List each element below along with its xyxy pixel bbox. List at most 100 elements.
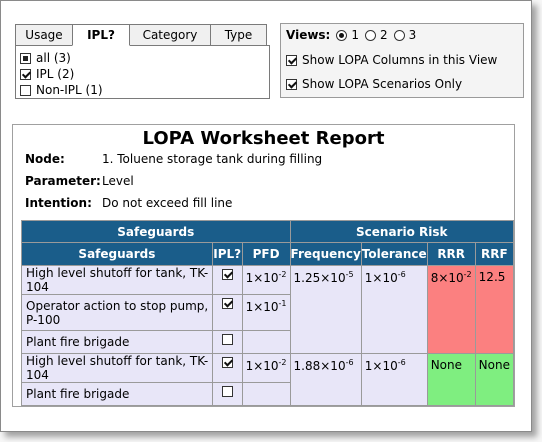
intention-value: Do not exceed fill line	[102, 196, 233, 210]
tolerance-mantissa: 1×10	[364, 359, 398, 373]
frequency-cell: 1.25×10-5	[289, 265, 362, 354]
view-1-radio[interactable]	[336, 29, 348, 41]
filter-option-ipl[interactable]: IPL (2)	[20, 66, 74, 82]
safeguard-name: Plant fire brigade	[21, 330, 213, 354]
tab-type[interactable]: Type	[210, 24, 267, 46]
pfd-cell	[241, 330, 291, 354]
tolerance-exponent: -6	[397, 358, 406, 367]
table-row: High level shutoff for tank, TK-104 1×10…	[21, 265, 515, 354]
safeguard-name: High level shutoff for tank, TK-104	[21, 265, 213, 295]
pfd-cell	[241, 382, 291, 406]
all-checkbox[interactable]	[20, 52, 31, 64]
filter-tabs: Usage IPL? Category Type	[15, 24, 267, 46]
node-label: Node:	[25, 152, 65, 166]
show-scenarios-label: Show LOPA Scenarios Only	[302, 77, 463, 91]
intention-row: Intention: Do not exceed fill line	[25, 196, 232, 210]
tolerance-cell: 1×10-6	[360, 265, 428, 354]
col-header-rrf: RRF	[474, 242, 515, 266]
rrf-cell: 12.5	[474, 265, 515, 354]
ipl-checkbox	[221, 334, 233, 345]
col-header-tolerance: Tolerance	[360, 242, 428, 266]
safeguards-group-header: Safeguards	[21, 220, 291, 243]
ipl-checkbox	[221, 298, 233, 309]
node-value: 1. Toluene storage tank during filling	[102, 152, 323, 166]
view-3-radio[interactable]	[393, 29, 405, 41]
tab-usage[interactable]: Usage	[15, 24, 73, 46]
frequency-mantissa: 1.25×10	[293, 271, 346, 285]
pfd-mantissa: 1×10	[245, 359, 279, 373]
scenario-risk-group-header: Scenario Risk	[289, 220, 515, 243]
view-2-radio[interactable]	[365, 29, 376, 41]
frequency-mantissa: 1.88×10	[293, 359, 346, 373]
show-columns-checkbox[interactable]	[286, 54, 297, 66]
safeguard-name: High level shutoff for tank, TK-104	[21, 353, 213, 383]
node-row: Node: 1. Toluene storage tank during fil…	[25, 152, 322, 166]
pfd-cell: 1×10-1	[241, 294, 291, 331]
pfd-mantissa: 1×10	[245, 300, 279, 314]
col-header-rrr: RRR	[426, 242, 476, 266]
report-title: LOPA Worksheet Report	[142, 128, 385, 149]
non-ipl-checkbox[interactable]	[20, 84, 31, 96]
intention-label: Intention:	[25, 196, 92, 210]
view-3-label: 3	[408, 28, 417, 42]
pfd-exponent: -2	[278, 358, 287, 367]
filter-option-label: all (3)	[36, 51, 71, 65]
ipl-cell	[211, 330, 243, 354]
parameter-row: Parameter: Level	[25, 174, 134, 188]
tolerance-mantissa: 1×10	[364, 271, 398, 285]
safeguard-name: Plant fire brigade	[21, 382, 213, 406]
ipl-cell	[211, 382, 243, 406]
filter-option-all[interactable]: all (3)	[20, 50, 71, 66]
lopa-window: Usage IPL? Category Type all (3) IPL (2)…	[0, 0, 532, 432]
views-selector: Views: 1 2 3	[286, 26, 416, 44]
frequency-exponent: -5	[345, 270, 354, 279]
frequency-exponent: -6	[345, 358, 354, 367]
lopa-table: Safeguards Scenario Risk Safeguards IPL?…	[21, 220, 515, 406]
pfd-exponent: -2	[278, 270, 287, 279]
rrr-mantissa: 8×10	[430, 271, 464, 285]
col-header-frequency: Frequency	[289, 242, 362, 266]
views-panel: Views: 1 2 3 Show LOPA Columns in this V…	[280, 23, 524, 98]
pfd-cell: 1×10-2	[241, 353, 291, 383]
show-scenarios-option[interactable]: Show LOPA Scenarios Only	[286, 75, 462, 93]
filter-option-non-ipl[interactable]: Non-IPL (1)	[20, 82, 103, 98]
rrr-exponent: -2	[463, 270, 472, 279]
ipl-checkbox	[221, 269, 233, 280]
view-1-label: 1	[351, 28, 359, 42]
pfd-mantissa: 1×10	[245, 271, 279, 285]
ipl-filter-panel: all (3) IPL (2) Non-IPL (1)	[15, 45, 270, 99]
table-row: Operator action to stop pump, P-100 1×10…	[21, 294, 514, 331]
tab-category[interactable]: Category	[129, 24, 211, 46]
pfd-exponent: -1	[278, 299, 287, 308]
table-row: High level shutoff for tank, TK-104 1×10…	[21, 353, 515, 406]
table-row: Plant fire brigade	[21, 382, 514, 406]
frequency-cell: 1.88×10-6	[289, 353, 362, 406]
ipl-cell	[211, 294, 243, 331]
ipl-checkbox[interactable]	[20, 68, 31, 80]
ipl-checkbox	[221, 386, 233, 397]
ipl-checkbox	[221, 357, 233, 368]
ipl-cell	[211, 265, 243, 295]
show-scenarios-checkbox[interactable]	[286, 78, 297, 90]
rrr-cell: 8×10-2	[426, 265, 476, 354]
safeguard-name: Operator action to stop pump, P-100	[21, 294, 213, 331]
col-header-pfd: PFD	[241, 242, 291, 266]
filter-option-label: IPL (2)	[36, 67, 75, 81]
show-columns-label: Show LOPA Columns in this View	[302, 53, 498, 67]
parameter-value: Level	[102, 174, 134, 188]
show-columns-option[interactable]: Show LOPA Columns in this View	[286, 51, 497, 69]
filter-option-label: Non-IPL (1)	[36, 83, 103, 97]
col-header-safeguards: Safeguards	[21, 242, 213, 266]
lopa-report: LOPA Worksheet Report Node: 1. Toluene s…	[12, 124, 515, 407]
rrr-cell: None	[426, 353, 476, 406]
rrf-cell: None	[474, 353, 515, 406]
view-2-label: 2	[380, 28, 388, 42]
tolerance-cell: 1×10-6	[360, 353, 428, 406]
col-header-ipl: IPL?	[211, 242, 243, 266]
views-label: Views:	[286, 28, 331, 42]
parameter-label: Parameter:	[25, 174, 101, 188]
tab-ipl[interactable]: IPL?	[72, 24, 130, 46]
ipl-cell	[211, 353, 243, 383]
tolerance-exponent: -6	[397, 270, 406, 279]
pfd-cell: 1×10-2	[241, 265, 291, 295]
